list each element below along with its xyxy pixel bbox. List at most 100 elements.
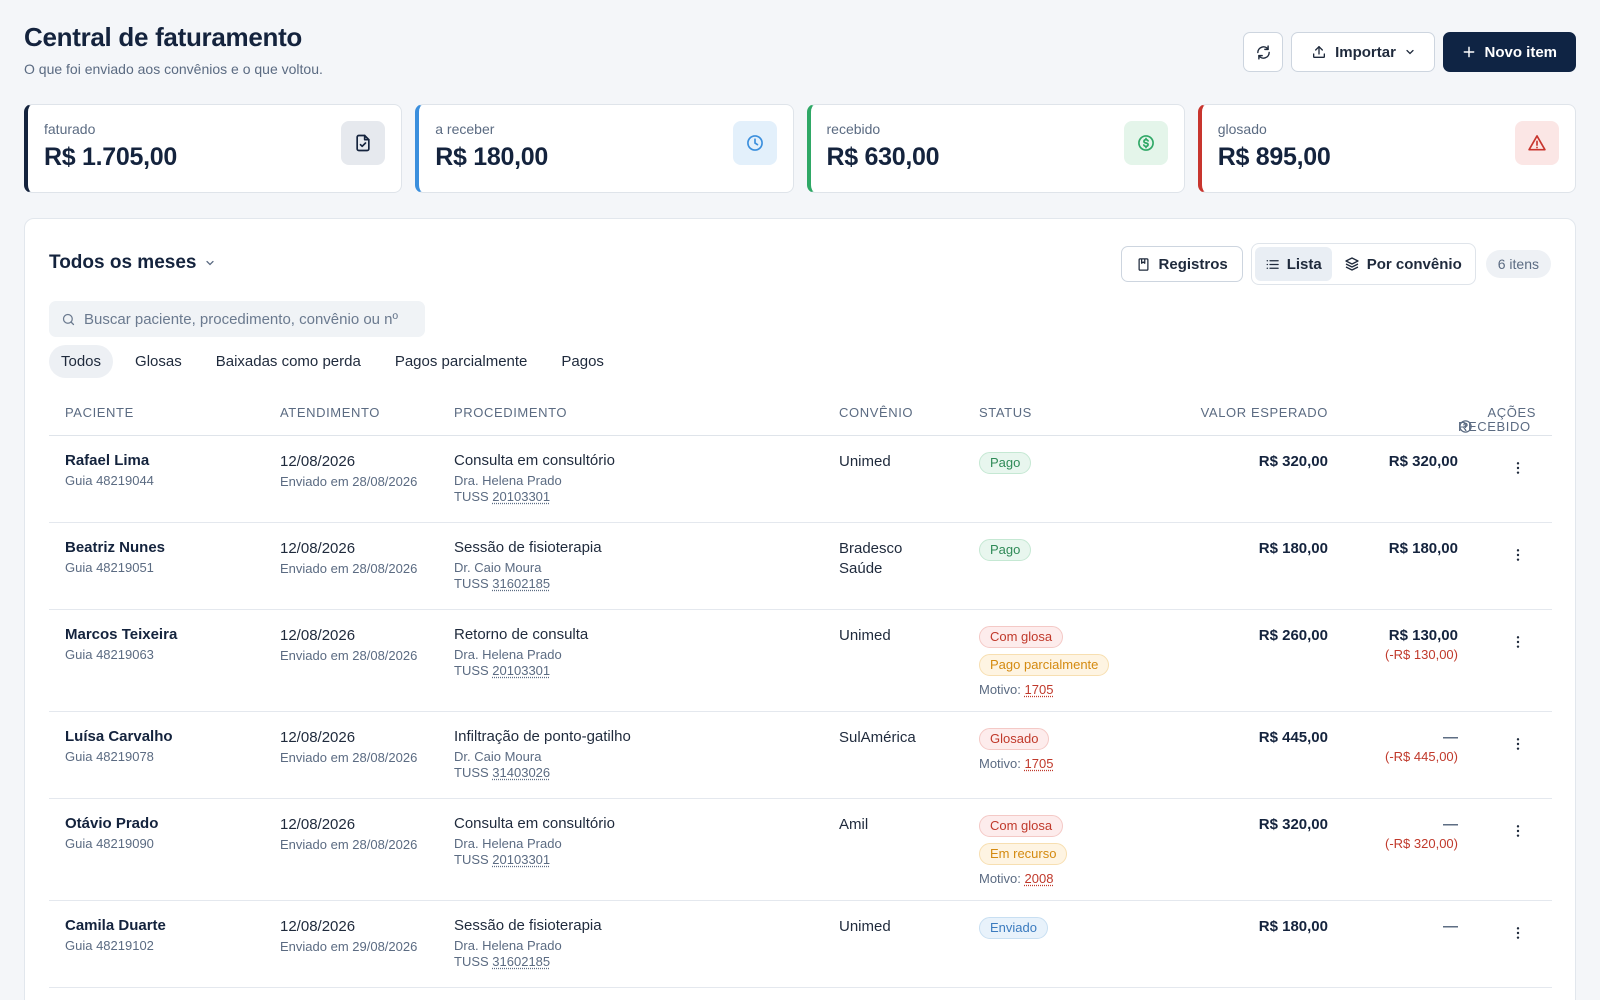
tuss-code[interactable]: 20103301 (492, 852, 551, 867)
tuss-code[interactable]: 20103301 (492, 489, 551, 504)
tuss-code[interactable]: 20103301 (492, 663, 551, 678)
search-field[interactable]: Buscar paciente, procedimento, convênio … (49, 301, 425, 337)
motivo-code-link[interactable]: 1705 (1024, 756, 1054, 771)
table-row[interactable]: Otávio Prado Guia 48219090 12/08/2026 Envia… (49, 799, 1552, 901)
tuss-label: TUSS (454, 489, 489, 504)
motivo-label: Motivo: (979, 682, 1021, 697)
tuss-label: TUSS (454, 765, 489, 780)
attendance-date: 12/08/2026 (280, 540, 356, 557)
tab-todos[interactable]: Todos (49, 345, 114, 378)
motivo-code-link[interactable]: 1705 (1024, 682, 1054, 697)
procedure-cell: Infiltração de ponto-gatilho Dr. Caio Mou… (454, 728, 631, 780)
patient-name[interactable]: Otávio Prado (65, 815, 159, 832)
table-row[interactable]: Camila Duarte Guia 48219102 12/08/2026 Envi… (49, 901, 1552, 988)
tuss-label: TUSS (454, 576, 489, 591)
import-label: Importar (1335, 43, 1396, 61)
patient-name[interactable]: Rafael Lima (65, 452, 150, 469)
status-badge: Com glosa (979, 815, 1064, 837)
more-vertical-icon[interactable] (1508, 632, 1528, 652)
row-actions (1508, 458, 1528, 478)
more-vertical-icon[interactable] (1508, 545, 1528, 565)
chevron-down-icon (1404, 46, 1416, 58)
card-faturado: faturado R$ 1.705,00 (24, 104, 403, 193)
card-value: R$ 180,00 (435, 143, 548, 171)
col-paciente[interactable]: PACIENTE (65, 405, 134, 420)
doctor-name: Dra. Helena Prado (454, 836, 562, 851)
doctor-name: Dr. Caio Moura (454, 749, 542, 764)
tuss-code[interactable]: 31602185 (492, 954, 551, 969)
card-label: glosado (1217, 121, 1267, 137)
patient-name[interactable]: Luísa Carvalho (65, 728, 173, 745)
table-row[interactable]: Luísa Carvalho Guia 48219078 12/08/2026 Env… (49, 712, 1552, 799)
patient-name[interactable]: Camila Duarte (65, 917, 166, 934)
table-row[interactable]: Marcos Teixeira Guia 48219063 12/08/2026 En… (49, 610, 1552, 712)
convenio-name: Unimed (839, 627, 891, 644)
table-row[interactable]: Rafael Lima Guia 48219044 12/08/2026 Enviad… (49, 436, 1552, 523)
col-valor-esperado[interactable]: VALOR ESPERADO (1200, 405, 1328, 420)
more-vertical-icon[interactable] (1508, 923, 1528, 943)
attendance-date: 12/08/2026 (280, 453, 356, 470)
tab-pagos-parcialmente[interactable]: Pagos parcialmente (394, 353, 528, 370)
procedure-name: Sessão de fisioterapia (454, 917, 602, 934)
card-value: R$ 895,00 (1217, 143, 1331, 171)
motivo-code-link[interactable]: 2008 (1024, 871, 1054, 886)
more-vertical-icon[interactable] (1508, 458, 1528, 478)
expected-value-cell: R$ 445,00 (1259, 729, 1328, 746)
doctor-name: Dra. Helena Prado (454, 473, 562, 488)
patient-cell: Marcos Teixeira Guia 48219063 (65, 626, 177, 662)
col-status[interactable]: STATUS (979, 405, 1032, 420)
motivo: Motivo: 1705 (979, 756, 1053, 771)
convenio-name: Unimed (839, 918, 891, 935)
registros-button[interactable]: Registros (1120, 246, 1243, 282)
more-vertical-icon[interactable] (1508, 821, 1528, 841)
col-convenio[interactable]: CONVÊNIO (839, 405, 914, 420)
tuss-line: TUSS 20103301 (454, 663, 588, 678)
import-button[interactable]: Importar (1291, 32, 1436, 72)
tab-pagos[interactable]: Pagos (561, 353, 604, 370)
sent-date: Enviado em 28/08/2026 (280, 837, 418, 852)
refresh-button[interactable] (1243, 32, 1284, 72)
tab-baixadas-como-perda[interactable]: Baixadas como perda (215, 353, 361, 370)
attendance-cell: 12/08/2026 Enviado em 28/08/2026 (280, 453, 417, 489)
table-body: Rafael Lima Guia 48219044 12/08/2026 Enviad… (49, 436, 1552, 988)
sent-date: Enviado em 28/08/2026 (280, 474, 418, 489)
expected-value-cell: R$ 320,00 (1259, 453, 1328, 470)
view-switcher: Lista Por convênio (1250, 243, 1476, 285)
new-item-button[interactable]: Novo item (1443, 32, 1576, 72)
expected-value-cell: R$ 260,00 (1259, 627, 1328, 644)
procedure-cell: Retorno de consulta Dra. Helena Prado TUSS… (454, 626, 588, 678)
alert-icon (1515, 121, 1559, 165)
tuss-code[interactable]: 31403026 (492, 765, 551, 780)
procedure-cell: Sessão de fisioterapia Dr. Caio Moura TUSS… (454, 539, 602, 591)
patient-cell: Otávio Prado Guia 48219090 (65, 815, 158, 851)
help-icon[interactable] (1458, 419, 1473, 434)
attendance-date: 12/08/2026 (280, 729, 356, 746)
card-value: R$ 630,00 (826, 143, 940, 171)
tuss-label: TUSS (454, 954, 489, 969)
procedure-cell: Consulta em consultório Dra. Helena Prado… (454, 815, 615, 867)
tab-glosas[interactable]: Glosas (135, 353, 182, 370)
attendance-cell: 12/08/2026 Enviado em 28/08/2026 (280, 729, 417, 765)
row-actions (1508, 923, 1528, 943)
expected-value: R$ 260,00 (1258, 627, 1328, 644)
patient-name[interactable]: Beatriz Nunes (65, 539, 166, 556)
status-badge: Com glosa (979, 626, 1064, 648)
patient-cell: Luísa Carvalho Guia 48219078 (65, 728, 173, 764)
view-convenio-option[interactable]: Por convênio (1334, 247, 1472, 281)
received-difference: (-R$ 445,00) (1385, 749, 1458, 764)
patient-name[interactable]: Marcos Teixeira (65, 626, 178, 643)
month-filter[interactable]: Todos os meses (49, 252, 216, 274)
col-procedimento[interactable]: PROCEDIMENTO (454, 405, 568, 420)
attendance-cell: 12/08/2026 Enviado em 28/08/2026 (280, 540, 417, 576)
table-row[interactable]: Beatriz Nunes Guia 48219051 12/08/2026 Envi… (49, 523, 1552, 610)
view-list-option[interactable]: Lista (1254, 247, 1332, 281)
more-vertical-icon[interactable] (1508, 734, 1528, 754)
guide-number: Guia 48219102 (65, 938, 154, 953)
tuss-code[interactable]: 31602185 (492, 576, 551, 591)
col-atendimento[interactable]: ATENDIMENTO (280, 405, 381, 420)
motivo: Motivo: 1705 (979, 682, 1109, 697)
list-icon (1265, 257, 1280, 272)
received-cell: — (-R$ 445,00) (1385, 729, 1458, 764)
procedure-name: Consulta em consultório (454, 452, 615, 469)
status-cell: Com glosa Pago parcialmente Motivo: 1705 (979, 626, 1110, 697)
